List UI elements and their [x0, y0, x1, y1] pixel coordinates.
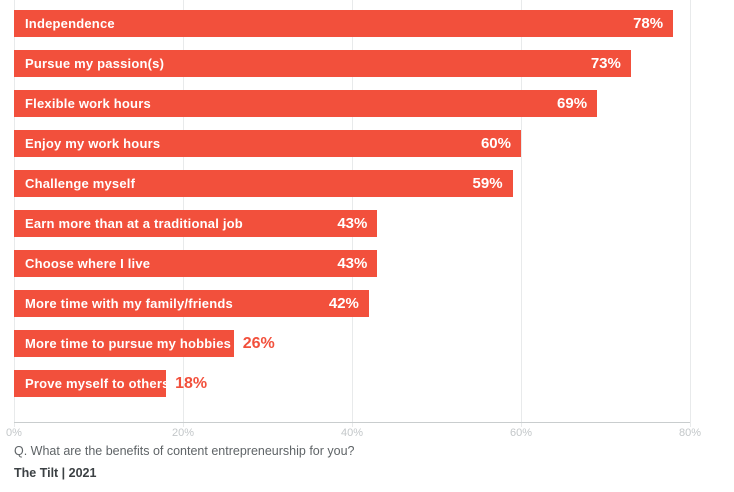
bar-label: More time with my family/friends — [25, 296, 233, 311]
bar: Challenge myself 59% — [14, 170, 513, 197]
bar-label: Enjoy my work hours — [25, 136, 161, 151]
bar-label: Pursue my passion(s) — [25, 56, 165, 71]
bar-value: 43% — [337, 255, 368, 272]
bar: More time with my family/friends 42% — [14, 290, 369, 317]
question-text: Q. What are the benefits of content entr… — [14, 444, 355, 458]
bar-row: Flexible work hours 69% — [0, 90, 734, 117]
bar: Choose where I live 43% — [14, 250, 378, 277]
bar-label: Prove myself to others — [25, 376, 170, 391]
x-axis-tick-label: 60% — [509, 427, 533, 439]
bar-value: 73% — [590, 55, 621, 72]
bar-row: Earn more than at a traditional job 43% — [0, 210, 734, 237]
bar: Pursue my passion(s) 73% — [14, 50, 631, 77]
bar-value: 69% — [557, 95, 588, 112]
bar-label: More time to pursue my hobbies — [25, 336, 232, 351]
bar-value: 60% — [480, 135, 511, 152]
bar-row: Pursue my passion(s) 73% — [0, 50, 734, 77]
x-axis-line — [14, 422, 690, 423]
bar-label: Independence — [25, 16, 115, 31]
gridline — [521, 0, 522, 427]
bar-row: More time to pursue my hobbies 26% — [0, 330, 734, 357]
bar: Enjoy my work hours 60% — [14, 130, 521, 157]
x-axis-tick-label: 80% — [678, 427, 702, 439]
bar-row: Prove myself to others 18% — [0, 370, 734, 397]
bar: More time to pursue my hobbies — [14, 330, 234, 357]
bar-row: Challenge myself 59% — [0, 170, 734, 197]
bar-label: Choose where I live — [25, 256, 151, 271]
bar-label: Challenge myself — [25, 176, 136, 191]
bar-value: 43% — [337, 215, 368, 232]
bar-value: 18% — [175, 375, 208, 392]
bar-value: 42% — [328, 295, 359, 312]
gridline — [690, 0, 691, 427]
bar-label: Flexible work hours — [25, 96, 151, 111]
x-axis-tick-label: 20% — [171, 427, 195, 439]
bar: Independence 78% — [14, 10, 674, 37]
x-axis-tick-label: 0% — [6, 427, 22, 439]
bar-value: 59% — [472, 175, 503, 192]
plot-area: 0% 20% 40% 60% 80% Independence 78% Pursue my p… — [0, 0, 734, 439]
bar-value: 78% — [633, 15, 664, 32]
bar-row: Enjoy my work hours 60% — [0, 130, 734, 157]
bar-row: Independence 78% — [0, 10, 734, 37]
x-axis-tick-label: 40% — [340, 427, 364, 439]
source-text: The Tilt | 2021 — [14, 466, 97, 480]
bar: Flexible work hours 69% — [14, 90, 598, 117]
bar-row: Choose where I live 43% — [0, 250, 734, 277]
bar-label: Earn more than at a traditional job — [25, 216, 243, 231]
bar: Prove myself to others — [14, 370, 169, 397]
bar-row: More time with my family/friends 42% — [0, 290, 734, 317]
bar-value: 26% — [242, 335, 275, 352]
bar: Earn more than at a traditional job 43% — [14, 210, 378, 237]
